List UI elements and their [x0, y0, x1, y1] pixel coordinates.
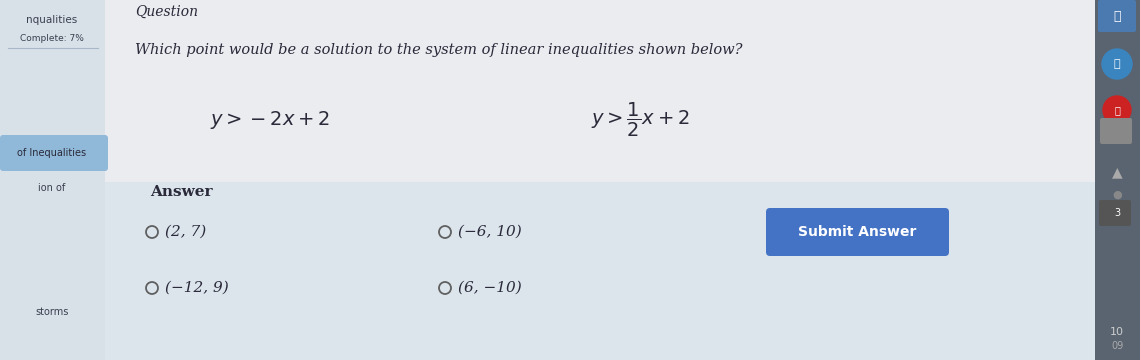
FancyBboxPatch shape [105, 0, 1096, 185]
Text: storms: storms [35, 307, 68, 317]
Text: ▲: ▲ [1112, 165, 1122, 179]
Text: ion of: ion of [39, 183, 66, 193]
Text: ⧉: ⧉ [1114, 9, 1121, 23]
FancyBboxPatch shape [1100, 118, 1132, 144]
FancyBboxPatch shape [1099, 200, 1131, 226]
Text: ⛔: ⛔ [1114, 105, 1119, 115]
Text: (−12, 9): (−12, 9) [165, 281, 229, 295]
Text: of Inequalities: of Inequalities [17, 148, 87, 158]
Text: 10: 10 [1110, 327, 1124, 337]
FancyBboxPatch shape [1096, 0, 1140, 360]
Text: Question: Question [135, 5, 198, 19]
FancyBboxPatch shape [105, 182, 1096, 360]
Text: (−6, 10): (−6, 10) [458, 225, 522, 239]
Text: $y > -2x + 2$: $y > -2x + 2$ [210, 109, 331, 131]
Text: 09: 09 [1110, 341, 1123, 351]
Text: Answer: Answer [150, 185, 212, 199]
Text: nqualities: nqualities [26, 15, 78, 25]
Text: (6, −10): (6, −10) [458, 281, 522, 295]
Text: ●: ● [1113, 190, 1122, 200]
FancyBboxPatch shape [1098, 0, 1135, 32]
Circle shape [1102, 49, 1132, 79]
FancyBboxPatch shape [0, 135, 108, 171]
FancyBboxPatch shape [0, 0, 105, 360]
Text: Submit Answer: Submit Answer [798, 225, 917, 239]
FancyBboxPatch shape [766, 208, 948, 256]
Text: ⧉: ⧉ [1114, 59, 1121, 69]
Text: Complete: 7%: Complete: 7% [21, 33, 84, 42]
Text: $y > \dfrac{1}{2}x + 2$: $y > \dfrac{1}{2}x + 2$ [591, 101, 690, 139]
Circle shape [1104, 96, 1131, 124]
Text: (2, 7): (2, 7) [165, 225, 206, 239]
Text: 3: 3 [1114, 208, 1121, 218]
Text: Which point would be a solution to the system of linear inequalities shown below: Which point would be a solution to the s… [135, 43, 742, 57]
